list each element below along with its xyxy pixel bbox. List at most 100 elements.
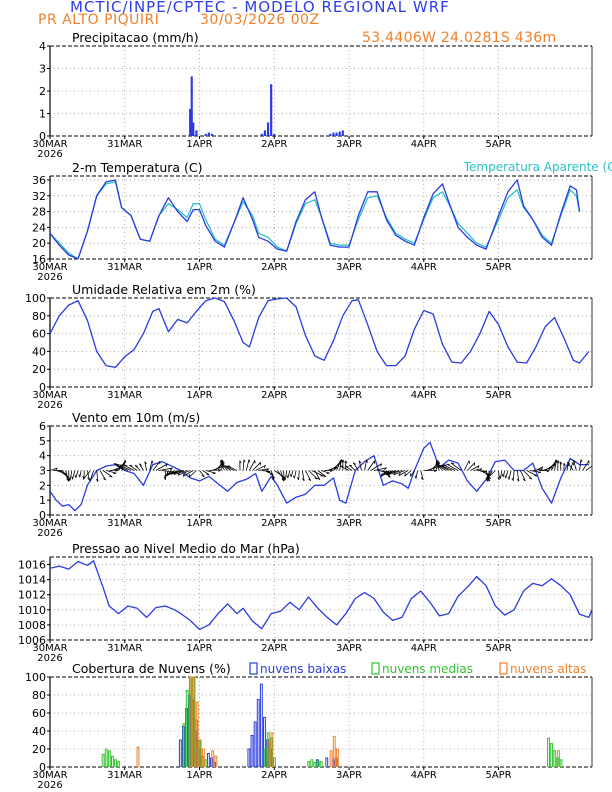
x-tick-year: 2026	[37, 149, 62, 160]
wind-arrow	[177, 470, 191, 476]
legend-label: nuvens baixas	[260, 662, 346, 676]
wind-arrow	[345, 465, 353, 471]
wind-arrow	[284, 470, 288, 480]
y-tick-label: 32	[32, 190, 46, 203]
bar	[214, 755, 218, 767]
y-tick-label: 0	[39, 509, 46, 522]
wind-arrow	[420, 470, 424, 480]
wind-arrow	[336, 459, 342, 471]
wind-arrow	[308, 470, 318, 480]
wind-arrow-head	[221, 463, 225, 466]
wind-arrow-head	[271, 477, 275, 481]
y-tick-label: 40	[32, 725, 46, 738]
wind-arrow-head	[109, 475, 113, 478]
wind-arrow-head	[546, 470, 550, 473]
bar	[273, 133, 276, 136]
wind-arrow	[373, 467, 387, 471]
bar	[310, 759, 314, 767]
y-tick-label: 16	[32, 253, 46, 266]
wind-arrow-head	[414, 475, 417, 479]
legend-swatch	[499, 662, 508, 675]
wind-arrow	[579, 459, 582, 471]
wind-arrow-head	[382, 472, 386, 476]
y-tick-label: 1010	[18, 604, 46, 617]
x-tick-label: 3APR	[336, 643, 362, 654]
wind-arrow-head	[499, 475, 501, 479]
wind-arrow	[389, 470, 403, 475]
series-line-Vento	[50, 441, 589, 512]
wind-arrow-head	[134, 464, 138, 467]
bar	[270, 732, 274, 767]
y-tick-label: 4	[39, 40, 46, 53]
wind-arrow-head	[384, 467, 387, 471]
wind-arrow	[385, 470, 399, 475]
wind-arrow	[173, 470, 188, 475]
wind-arrow-head	[173, 471, 177, 475]
wind-arrow-head	[573, 459, 576, 463]
wind-arrow-head	[420, 477, 424, 481]
y-tick-label: 0	[39, 130, 46, 143]
wind-arrow	[267, 470, 275, 479]
wind-arrow	[83, 470, 91, 480]
wind-arrow-head	[388, 471, 392, 475]
bar	[329, 133, 332, 136]
wind-arrow-head	[182, 473, 185, 477]
wind-arrow-head	[168, 471, 172, 475]
wind-arrow-head	[166, 472, 169, 476]
y-tick-label: 6	[39, 420, 46, 433]
bar	[332, 735, 336, 767]
wind-arrow-head	[567, 461, 571, 464]
wind-arrow-head	[385, 474, 389, 476]
wind-arrow-head	[212, 472, 216, 475]
bar	[206, 753, 210, 767]
wind-arrow	[519, 470, 526, 482]
wind-arrow	[487, 470, 490, 482]
wind-arrow	[582, 460, 590, 471]
panel-title: Pressao ao Nivel Medio do Mar (hPa)	[72, 541, 300, 556]
wind-arrow	[551, 459, 557, 471]
wind-arrow-head	[398, 472, 401, 476]
wind-arrow	[255, 464, 266, 471]
wind-arrow	[482, 470, 491, 479]
y-tick-label: 2	[39, 85, 46, 98]
bar	[267, 741, 271, 767]
bar	[201, 748, 205, 767]
bar	[557, 750, 560, 767]
wind-arrow	[102, 470, 113, 478]
wind-arrow-head	[283, 476, 286, 480]
wind-arrow-head	[206, 473, 210, 476]
y-tick-label: 0	[39, 761, 46, 774]
bar	[247, 748, 251, 767]
bar	[114, 759, 118, 767]
wind-arrow-head	[572, 462, 575, 466]
wind-arrow	[585, 465, 592, 471]
bar	[136, 746, 140, 767]
bar	[107, 750, 111, 767]
wind-arrow-head	[537, 471, 541, 474]
bar	[325, 757, 329, 767]
wind-arrow	[298, 470, 300, 480]
x-tick-label: 1APR	[186, 262, 212, 273]
wind-arrow	[393, 470, 406, 476]
wind-arrow-head	[124, 460, 127, 464]
panel-title: Vento em 10m (m/s)	[72, 410, 200, 425]
wind-arrow	[99, 470, 107, 481]
bar	[189, 676, 193, 767]
wind-arrow-head	[222, 459, 224, 463]
wind-arrow-head	[113, 463, 117, 465]
wind-arrow	[398, 470, 409, 476]
bar	[185, 690, 189, 767]
wind-arrow-head	[486, 475, 488, 479]
wind-arrow-head	[74, 474, 77, 478]
wind-arrow	[287, 470, 291, 479]
wind-arrow-head	[167, 472, 170, 476]
bar	[553, 750, 557, 767]
wind-arrow	[339, 465, 350, 471]
wind-arrow-head	[68, 477, 71, 481]
wind-arrow	[119, 464, 132, 471]
x-tick-label: 4APR	[411, 262, 437, 273]
bar	[338, 131, 341, 136]
